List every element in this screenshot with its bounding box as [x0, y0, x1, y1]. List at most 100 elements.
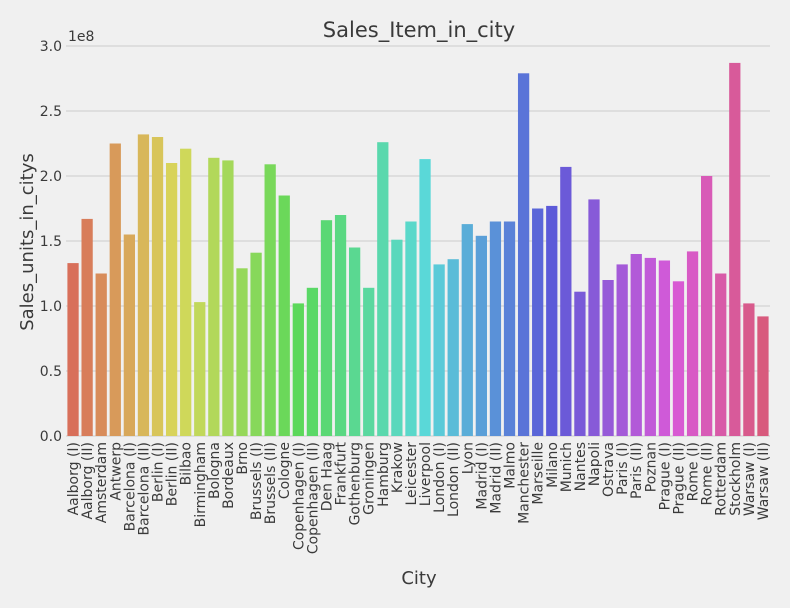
bar — [672, 281, 685, 436]
bar — [602, 280, 614, 436]
x-tick-label: Madrid (II) — [488, 442, 504, 514]
x-tick-label: Malmo — [503, 442, 519, 489]
bar — [560, 166, 572, 436]
bar — [475, 235, 487, 436]
y-axis-label: Sales_units_in_citys — [17, 153, 38, 331]
bar — [630, 254, 642, 436]
x-tick-label: Groningen — [362, 442, 378, 515]
bar — [349, 247, 361, 436]
bar — [306, 287, 319, 436]
x-tick-label: Barcelona (I) — [122, 442, 138, 531]
bar — [81, 218, 93, 436]
y-tick-labels: 0.0 0.5 1.0 1.5 2.0 2.5 3.0 — [40, 39, 62, 445]
x-tick-labels: Aalborg (I)Aalborg (II)AmsterdamAntwerpB… — [66, 441, 772, 554]
bar — [743, 303, 755, 436]
x-tick-label: Stockholm — [728, 442, 744, 516]
x-tick-label: Rotterdam — [714, 442, 730, 516]
x-tick-label: Milano — [545, 442, 561, 488]
x-tick-label: Rome (II) — [700, 442, 716, 506]
bar — [180, 148, 192, 436]
x-tick-label: Antwerp — [108, 442, 124, 501]
x-tick-label: Cologne — [277, 442, 293, 499]
bar — [165, 163, 178, 436]
x-tick-label: Munich — [559, 442, 575, 492]
x-tick-label: Aalborg (I) — [66, 442, 82, 515]
x-axis-label: City — [401, 568, 437, 589]
bar — [574, 291, 586, 436]
x-tick-label: Amsterdam — [94, 442, 110, 523]
y-tick-label: 1.0 — [40, 299, 62, 315]
y-tick-label: 2.0 — [40, 169, 62, 185]
x-tick-label: Poznan — [643, 442, 659, 492]
bar — [405, 221, 417, 436]
x-tick-label: Krakow — [390, 442, 406, 493]
bar — [292, 303, 304, 436]
bar — [729, 62, 741, 437]
x-tick-label: Brussels (II) — [263, 442, 279, 524]
x-tick-label: Brno — [235, 442, 251, 475]
bar — [517, 73, 530, 437]
bar — [503, 221, 516, 436]
bar — [686, 251, 699, 436]
bar — [320, 220, 333, 436]
bar — [334, 215, 347, 436]
bar — [208, 157, 220, 437]
bar — [489, 221, 502, 436]
y-tick-label: 0.0 — [40, 429, 62, 445]
bars — [67, 62, 769, 437]
bar — [264, 164, 276, 437]
x-tick-label: Prague (II) — [671, 442, 687, 515]
bar — [95, 273, 107, 436]
bar — [222, 160, 234, 436]
bar — [757, 316, 769, 436]
x-tick-label: Gothenburg — [348, 442, 364, 525]
bar — [250, 252, 262, 436]
bar — [616, 264, 628, 436]
bar — [532, 208, 544, 436]
bar — [433, 264, 445, 436]
x-tick-label: Ostrava — [601, 442, 617, 497]
x-tick-label: Lyon — [460, 442, 476, 474]
bar — [419, 159, 431, 436]
x-tick-label: Nantes — [573, 442, 589, 491]
bar — [588, 199, 600, 436]
x-tick-label: Marseille — [531, 442, 547, 505]
x-tick-label: Napoli — [587, 442, 603, 486]
x-tick-label: London (I) — [432, 442, 448, 513]
bar — [67, 263, 79, 436]
x-tick-label: Paris (I) — [615, 442, 631, 495]
x-tick-label: Hamburg — [376, 442, 392, 507]
x-tick-label: Bologna — [207, 442, 223, 499]
x-tick-label: Warsaw (I) — [742, 442, 758, 516]
x-tick-label: Leicester — [404, 442, 420, 506]
x-tick-label: Prague (I) — [657, 442, 673, 510]
x-tick-label: Rome (I) — [686, 442, 702, 501]
x-tick-label: Paris (II) — [629, 442, 645, 499]
bar — [194, 302, 206, 436]
x-tick-label: Aalborg (II) — [80, 442, 96, 520]
x-tick-label: Liverpool — [418, 442, 434, 506]
x-tick-label: Manchester — [517, 442, 533, 524]
bar — [461, 224, 473, 436]
bar — [377, 142, 389, 436]
x-tick-label: Madrid (I) — [474, 442, 490, 510]
y-tick-label: 0.5 — [40, 364, 62, 380]
x-tick-label: Barcelona (II) — [136, 442, 152, 535]
x-tick-label: Bordeaux — [221, 442, 237, 509]
bar — [236, 268, 248, 436]
y-tick-label: 2.5 — [40, 104, 62, 120]
y-tick-label: 3.0 — [40, 39, 62, 55]
x-tick-label: Frankfurt — [334, 441, 350, 505]
x-tick-label: London (II) — [446, 442, 462, 517]
x-tick-label: Bilbao — [179, 442, 195, 485]
x-tick-label: Brussels (I) — [249, 442, 265, 520]
bar — [109, 143, 121, 436]
bar — [701, 176, 713, 436]
bar — [391, 239, 403, 436]
bar — [363, 287, 375, 436]
bar — [644, 257, 656, 436]
x-tick-label: Berlin (I) — [151, 442, 167, 502]
x-tick-label: Warsaw (II) — [756, 442, 772, 520]
x-tick-label: Copenhagen (I) — [291, 442, 307, 550]
